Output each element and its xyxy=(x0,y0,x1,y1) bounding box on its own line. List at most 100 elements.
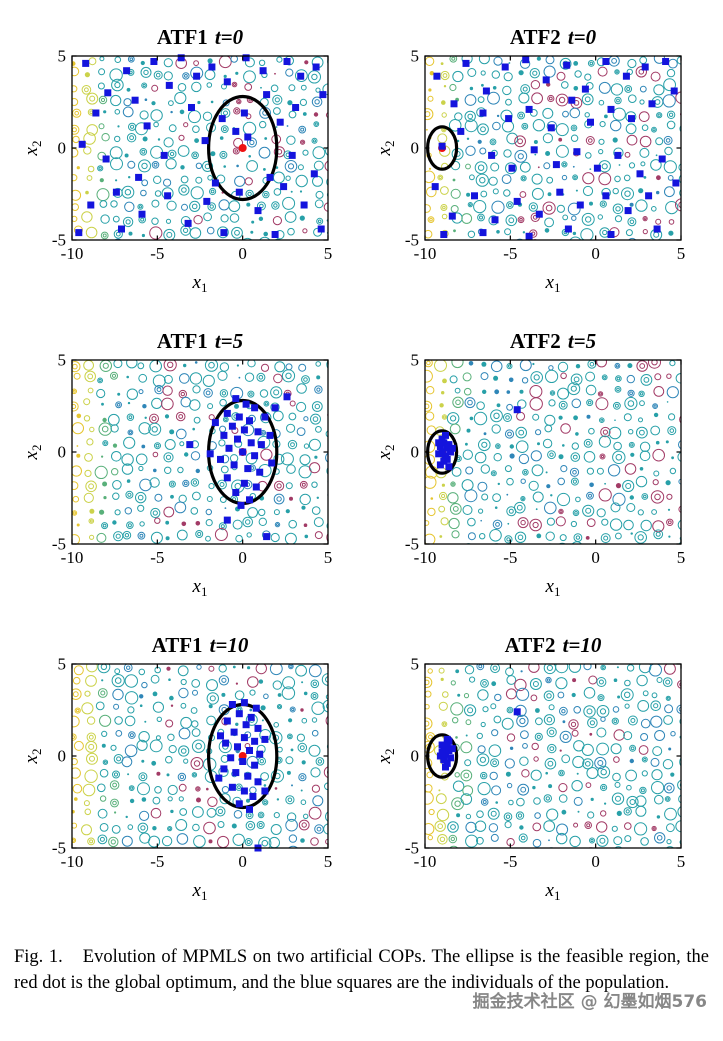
y-tick-label: 0 xyxy=(411,139,420,158)
population-squares xyxy=(186,393,291,541)
contour-field xyxy=(72,56,328,240)
subplot-atf1-t10: ATF1 t=10 -10 -5 0 5 -5 0 5 x1 x2 xyxy=(10,626,363,904)
x-tick-label: -10 xyxy=(61,244,84,263)
contour-field xyxy=(425,360,681,544)
y-axis-label: x2 xyxy=(22,141,44,157)
y-tick-label: -5 xyxy=(52,231,66,250)
figure-grid: ATF1 t=0 -10 -5 0 5 -5 0 5 x1 x2 ATF2 t=0 -10 -5 0 5-… xyxy=(10,18,716,904)
plot-area: -10 -5 0 5 -5 0 5 x1 x2 xyxy=(374,655,705,904)
x-axis-label: x1 xyxy=(545,272,561,295)
x-tick-label: -10 xyxy=(414,852,437,871)
y-tick-label: 5 xyxy=(411,354,420,370)
plot-area: -10 -5 0 5 -5 0 5 x1 x2 xyxy=(21,351,352,600)
subplot-atf2-t0: ATF2 t=0 -10 -5 0 5 -5 0 5 x1 x2 xyxy=(363,18,716,296)
x-tick-label: -5 xyxy=(503,548,517,567)
population-squares xyxy=(431,56,680,240)
contour-field xyxy=(425,664,681,848)
x-axis-label: x1 xyxy=(545,880,561,903)
plot-title-name: ATF1 xyxy=(156,329,208,353)
y-tick-label: 0 xyxy=(58,443,67,462)
x-axis-label: x1 xyxy=(192,272,208,295)
x-tick-label: -10 xyxy=(61,548,84,567)
x-tick-label: -10 xyxy=(414,548,437,567)
population-squares xyxy=(436,708,521,771)
y-tick-label: 0 xyxy=(58,747,67,766)
plot-area: -10 -5 0 5 -5 0 5 x1 x2 xyxy=(374,351,705,600)
plot-title-time: t=10 xyxy=(562,633,602,657)
x-tick-label: -10 xyxy=(61,852,84,871)
plot-title: ATF1 t=0 xyxy=(72,24,328,50)
x-tick-label: -5 xyxy=(503,852,517,871)
plot-title: ATF1 t=5 xyxy=(72,328,328,354)
y-tick-label: -5 xyxy=(52,535,66,554)
x-axis-label: x1 xyxy=(192,880,208,903)
feasible-region-ellipse xyxy=(207,94,279,202)
y-tick-label: -5 xyxy=(405,535,419,554)
x-tick-label: 0 xyxy=(238,244,247,263)
y-tick-label: 0 xyxy=(411,747,420,766)
x-tick-label: 0 xyxy=(591,548,600,567)
watermark: 掘金技术社区 @ 幻墨如烟576 xyxy=(472,992,707,1012)
caption-label: Fig. 1. xyxy=(14,947,63,967)
plot-title-time: t=0 xyxy=(567,25,597,49)
x-tick-label: -5 xyxy=(150,548,164,567)
population-squares xyxy=(75,54,327,238)
subplot-atf2-t10: ATF2 t=10 -10 -5 0 5 -5 0 5 x1 x2 xyxy=(363,626,716,904)
y-tick-label: 5 xyxy=(58,354,67,370)
plot-title-name: ATF2 xyxy=(509,25,561,49)
population-squares xyxy=(215,699,269,852)
x-tick-label: 5 xyxy=(677,852,686,871)
y-axis-label: x2 xyxy=(375,141,397,157)
y-tick-label: -5 xyxy=(52,839,66,858)
plot-title-name: ATF1 xyxy=(156,25,208,49)
contour-field xyxy=(72,664,328,848)
x-tick-label: 0 xyxy=(591,244,600,263)
y-tick-label: -5 xyxy=(405,839,419,858)
x-axis-label: x1 xyxy=(192,576,208,599)
plot-area: -10 -5 0 5 -5 0 5 x1 x2 xyxy=(374,47,705,296)
x-tick-label: 0 xyxy=(238,852,247,871)
x-tick-label: 5 xyxy=(324,244,333,263)
y-tick-label: 5 xyxy=(58,658,67,674)
plot-title-time: t=5 xyxy=(567,329,597,353)
y-tick-label: -5 xyxy=(405,231,419,250)
x-tick-label: -5 xyxy=(150,852,164,871)
caption-text: Evolution of MPMLS on two artificial COP… xyxy=(14,947,710,994)
plot-title-name: ATF2 xyxy=(504,633,556,657)
plot-title-time: t=5 xyxy=(214,329,244,353)
contour-field xyxy=(72,360,328,544)
x-tick-label: -5 xyxy=(150,244,164,263)
x-tick-label: -10 xyxy=(414,244,437,263)
subplot-atf1-t5: ATF1 t=5 -10 -5 0 5 -5 0 5 x1 x2 xyxy=(10,322,363,600)
population-squares xyxy=(435,406,521,471)
plot-title-name: ATF1 xyxy=(151,633,203,657)
plot-title-time: t=0 xyxy=(214,25,244,49)
y-axis-label: x2 xyxy=(375,749,397,765)
subplot-atf2-t5: ATF2 t=5 -10 -5 0 5 -5 0 5 x1 x2 xyxy=(363,322,716,600)
plot-title: ATF1 t=10 xyxy=(72,632,328,658)
y-tick-label: 5 xyxy=(411,50,420,66)
global-optimum-dot xyxy=(238,144,247,152)
x-tick-label: 0 xyxy=(591,852,600,871)
y-tick-label: 5 xyxy=(58,50,67,66)
plot-title: ATF2 t=0 xyxy=(425,24,681,50)
x-tick-label: 5 xyxy=(324,852,333,871)
y-tick-label: 0 xyxy=(411,443,420,462)
x-tick-label: 0 xyxy=(238,548,247,567)
y-axis-label: x2 xyxy=(22,445,44,461)
figure-caption: Fig. 1. Evolution of MPMLS on two artific… xyxy=(14,944,709,997)
plot-title: ATF2 t=10 xyxy=(425,632,681,658)
subplot-atf1-t0: ATF1 t=0 -10 -5 0 5 -5 0 5 x1 x2 xyxy=(10,18,363,296)
plot-title-time: t=10 xyxy=(209,633,249,657)
x-tick-label: 5 xyxy=(677,244,686,263)
y-tick-label: 0 xyxy=(58,139,67,158)
y-axis-label: x2 xyxy=(375,445,397,461)
y-axis-label: x2 xyxy=(22,749,44,765)
plot-area: -10 -5 0 5 -5 0 5 x1 x2 xyxy=(21,655,352,904)
plot-title-name: ATF2 xyxy=(509,329,561,353)
x-tick-label: 5 xyxy=(324,548,333,567)
x-tick-label: 5 xyxy=(677,548,686,567)
x-axis-label: x1 xyxy=(545,576,561,599)
x-tick-label: -5 xyxy=(503,244,517,263)
